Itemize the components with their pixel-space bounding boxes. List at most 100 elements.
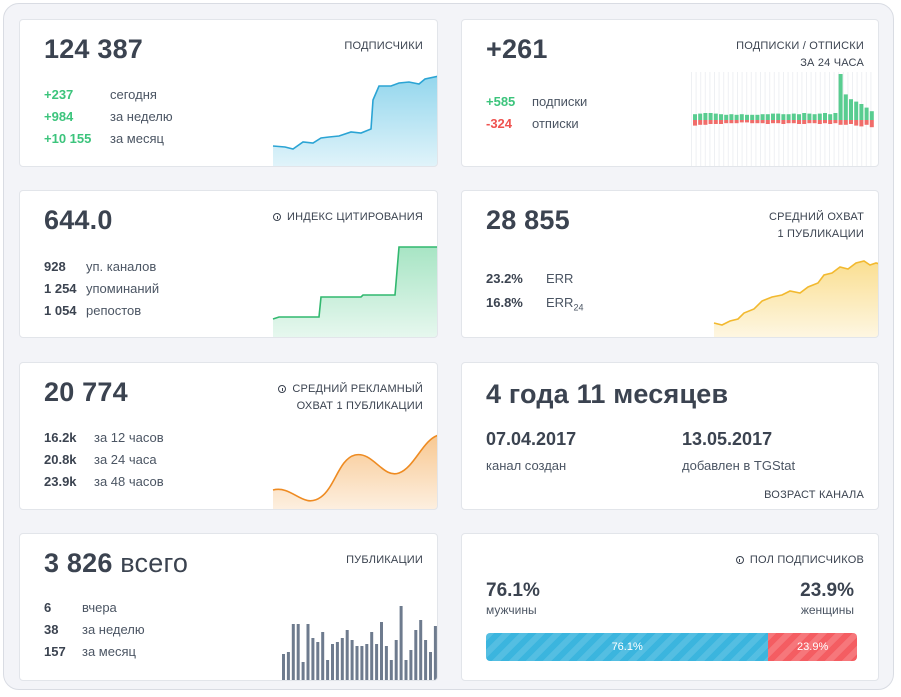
stat-row: 23.9k за 48 часов xyxy=(44,474,164,489)
subscribe-bar xyxy=(859,104,864,120)
gender-card[interactable]: ПОЛ ПОДПИСЧИКОВ 76.1% мужчины 23.9% женщ… xyxy=(461,533,879,681)
info-icon[interactable] xyxy=(273,213,282,221)
citation-label: ИНДЕКС ЦИТИРОВАНИЯ xyxy=(273,209,423,226)
subscribe-bar xyxy=(843,94,848,120)
stat-row: 928 уп. каналов xyxy=(44,259,157,274)
citation-card[interactable]: 644.0 ИНДЕКС ЦИТИРОВАНИЯ 928 уп. каналов … xyxy=(19,190,438,338)
ad-reach-card[interactable]: 20 774 СРЕДНИЙ РЕКЛАМНЫЙ ОХВАТ 1 ПУБЛИКАЦ… xyxy=(19,362,438,510)
reach-card[interactable]: 28 855 СРЕДНИЙ ОХВАТ 1 ПУБЛИКАЦИИ 23.2% ER… xyxy=(461,190,879,338)
subscribe-bar xyxy=(823,113,827,120)
stat-row: +10 155 за месяц xyxy=(44,131,164,146)
publication-bar xyxy=(433,626,437,680)
info-icon[interactable] xyxy=(735,556,744,564)
subs-unsubs-chart xyxy=(691,72,874,166)
subscribe-bar xyxy=(869,111,874,120)
unsubscribe-bar xyxy=(807,120,812,124)
stat-row: 157 за месяц xyxy=(44,644,136,659)
gender-bar-male: 76.1% xyxy=(486,633,769,661)
unsubscribe-bar xyxy=(693,120,697,126)
unsubscribe-bar xyxy=(812,120,817,124)
stat-row: 1 254 упоминаний xyxy=(44,281,160,296)
publication-bar xyxy=(350,640,354,680)
publication-bar xyxy=(365,644,369,680)
unsubscribe-bar xyxy=(739,120,744,123)
subscribe-bar xyxy=(745,114,749,120)
grid-line xyxy=(806,72,807,166)
publication-bar xyxy=(340,638,344,680)
unsubscribe-bar xyxy=(849,120,853,124)
unsubscribe-bar xyxy=(859,120,864,127)
grid-line xyxy=(801,72,803,166)
stat-row: +984 за неделю xyxy=(44,109,173,124)
subscribe-bar xyxy=(693,114,697,120)
unsubscribe-bar xyxy=(719,120,723,124)
subs-unsubs-card[interactable]: +261 ПОДПИСКИ / ОТПИСКИ ЗА 24 ЧАСА +585 по… xyxy=(461,19,879,167)
publication-bar xyxy=(429,652,432,680)
stat-row: 1 054 репостов xyxy=(44,303,142,318)
subscribe-bar xyxy=(771,113,775,120)
stat-row: 6 вчера xyxy=(44,600,117,615)
added-label: добавлен в TGStat xyxy=(682,458,796,473)
unsubscribe-bar xyxy=(713,120,718,124)
subscribe-bar xyxy=(719,114,723,120)
grid-line xyxy=(764,72,766,166)
channel-age-card[interactable]: 4 года 11 месяцев 07.04.2017 канал созда… xyxy=(461,362,879,510)
publication-bar xyxy=(380,622,383,680)
channel-age-label: ВОЗРАСТ КАНАЛА xyxy=(764,489,864,501)
created-date: 07.04.2017 xyxy=(486,429,577,449)
publication-bar xyxy=(306,624,310,680)
subscribe-bar xyxy=(750,114,755,120)
ad-reach-label: СРЕДНИЙ РЕКЛАМНЫЙ ОХВАТ 1 ПУБЛИКАЦИИ xyxy=(278,381,423,415)
grid-line xyxy=(842,72,844,166)
subscribers-card[interactable]: 124 387 ПОДПИСЧИКИ +237 сегодня +984 за не… xyxy=(19,19,438,167)
publication-bar xyxy=(414,630,418,680)
unsubscribe-bar xyxy=(797,120,801,124)
publication-bar xyxy=(389,660,393,680)
publication-bar xyxy=(321,632,325,680)
reach-total: 28 855 xyxy=(486,205,570,235)
stat-row: +237 сегодня xyxy=(44,87,157,102)
subscribe-bar xyxy=(849,99,853,120)
unsubscribe-bar xyxy=(843,120,848,125)
unsubscribe-bar xyxy=(838,120,843,125)
publication-bar xyxy=(282,654,285,680)
male-label: мужчины xyxy=(486,603,537,617)
subscribe-bar xyxy=(838,74,843,120)
subscribe-bar xyxy=(791,113,796,120)
subscribe-bar xyxy=(833,113,838,120)
female-value: 23.9% xyxy=(800,580,854,601)
unsubscribe-bar xyxy=(817,120,822,124)
publication-bar xyxy=(326,660,330,680)
publications-card[interactable]: 3 826 всего ПУБЛИКАЦИИ 6 вчера 38 за недел… xyxy=(19,533,438,681)
subscribe-bar xyxy=(729,114,734,120)
unsubscribe-bar xyxy=(823,120,827,124)
channel-age-title: 4 года 11 месяцев xyxy=(486,379,729,409)
reach-label: СРЕДНИЙ ОХВАТ 1 ПУБЛИКАЦИИ xyxy=(768,211,864,240)
subscribe-bar xyxy=(776,113,781,120)
unsubscribe-bar xyxy=(864,120,869,125)
publication-bar xyxy=(301,662,305,680)
unsubscribe-bar xyxy=(760,120,765,124)
stat-row: 16.8% ERR24 xyxy=(486,295,584,313)
unsubscribe-bar xyxy=(745,120,749,123)
subscribe-bar xyxy=(703,113,708,120)
stat-row: +585 подписки xyxy=(486,94,588,109)
grid-line xyxy=(691,72,692,166)
publication-bar xyxy=(394,640,398,680)
ad-reach-total: 20 774 xyxy=(44,377,128,407)
unsubscribe-bar xyxy=(755,120,760,124)
citation-total: 644.0 xyxy=(44,205,113,235)
unsubscribe-bar xyxy=(765,120,770,124)
subscribe-bar xyxy=(807,113,812,120)
unsubscribe-bar xyxy=(724,120,729,124)
gender-label: ПОЛ ПОДПИСЧИКОВ xyxy=(735,552,864,569)
info-icon[interactable] xyxy=(278,385,287,393)
unsubscribe-bar xyxy=(708,120,713,124)
publication-bar xyxy=(424,640,428,680)
stat-row: 38 за неделю xyxy=(44,622,145,637)
subscribe-bar xyxy=(724,114,729,120)
subscribe-bar xyxy=(828,114,833,120)
subscribe-bar xyxy=(755,114,760,120)
subscribe-bar xyxy=(708,113,713,120)
unsubscribe-bar xyxy=(802,120,807,124)
